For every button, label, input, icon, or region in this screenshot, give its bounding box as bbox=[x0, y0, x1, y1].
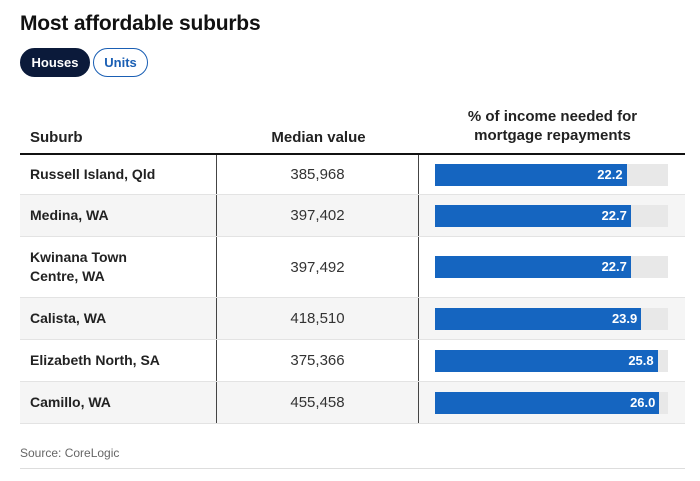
income-pct-bar: 22.7 bbox=[435, 256, 631, 278]
table-row: Medina, WA 397,402 22.7 bbox=[20, 195, 685, 237]
table-body: Russell Island, Qld 385,968 22.2 Medina, WA… bbox=[20, 155, 685, 424]
table-row: Russell Island, Qld 385,968 22.2 bbox=[20, 155, 685, 195]
bar-track: 26.0 bbox=[435, 391, 668, 414]
income-pct-cell: 22.7 bbox=[420, 237, 685, 297]
bar-track: 25.8 bbox=[435, 349, 668, 372]
suburb-cell: Medina, WA bbox=[20, 195, 217, 236]
bar-track: 22.2 bbox=[435, 163, 668, 186]
suburb-column-header: Suburb bbox=[30, 129, 83, 146]
source-note: Source: CoreLogic bbox=[20, 446, 120, 460]
table-row: Camillo, WA 455,458 26.0 bbox=[20, 382, 685, 424]
suburb-cell: Elizabeth North, SA bbox=[20, 340, 217, 381]
table-row: Elizabeth North, SA 375,366 25.8 bbox=[20, 340, 685, 382]
page-title: Most affordable suburbs bbox=[20, 12, 261, 35]
income-pct-label: 23.9 bbox=[611, 310, 638, 326]
suburb-cell: Calista, WA bbox=[20, 298, 217, 339]
median-value-cell: 455,458 bbox=[217, 382, 419, 423]
suburb-cell: Kwinana Town Centre, WA bbox=[20, 237, 217, 297]
income-pct-header-line1: % of income needed for bbox=[467, 108, 638, 125]
income-pct-bar: 22.7 bbox=[435, 204, 631, 227]
bar-track: 23.9 bbox=[435, 307, 668, 330]
income-pct-column-header: % of income needed for mortgage repaymen… bbox=[420, 107, 685, 145]
income-pct-cell: 22.7 bbox=[420, 195, 685, 236]
affordability-table: Suburb Median value % of income needed f… bbox=[20, 105, 685, 424]
median-value-cell: 397,402 bbox=[217, 195, 419, 236]
bar-track: 22.7 bbox=[435, 256, 668, 278]
median-value-cell: 385,968 bbox=[217, 155, 419, 194]
income-pct-bar: 25.8 bbox=[435, 349, 658, 372]
table-header: Suburb Median value % of income needed f… bbox=[20, 105, 685, 155]
median-column-header: Median value bbox=[271, 129, 366, 146]
income-pct-cell: 25.8 bbox=[420, 340, 685, 381]
footer-divider bbox=[20, 468, 685, 469]
units-toggle-button[interactable]: Units bbox=[93, 48, 148, 77]
income-pct-cell: 26.0 bbox=[420, 382, 685, 423]
income-pct-bar: 23.9 bbox=[435, 307, 642, 330]
suburb-cell: Russell Island, Qld bbox=[20, 155, 217, 194]
income-pct-cell: 23.9 bbox=[420, 298, 685, 339]
income-pct-cell: 22.2 bbox=[420, 155, 685, 194]
income-pct-label: 22.2 bbox=[597, 166, 623, 182]
table-row: Calista, WA 418,510 23.9 bbox=[20, 298, 685, 340]
median-value-cell: 418,510 bbox=[217, 298, 419, 339]
suburb-cell: Camillo, WA bbox=[20, 382, 217, 423]
median-value-cell: 375,366 bbox=[217, 340, 419, 381]
income-pct-label: 25.8 bbox=[628, 352, 654, 368]
bar-track: 22.7 bbox=[435, 204, 668, 227]
houses-toggle-button[interactable]: Houses bbox=[20, 48, 90, 77]
median-value-cell: 397,492 bbox=[217, 237, 419, 297]
income-pct-label: 22.7 bbox=[601, 207, 627, 223]
income-pct-bar: 26.0 bbox=[435, 391, 660, 414]
income-pct-header-line2: mortgage repayments bbox=[474, 127, 631, 144]
table-row: Kwinana Town Centre, WA 397,492 22.7 bbox=[20, 237, 685, 298]
income-pct-label: 26.0 bbox=[630, 394, 656, 410]
income-pct-label: 22.7 bbox=[601, 259, 627, 274]
income-pct-bar: 22.2 bbox=[435, 163, 627, 186]
